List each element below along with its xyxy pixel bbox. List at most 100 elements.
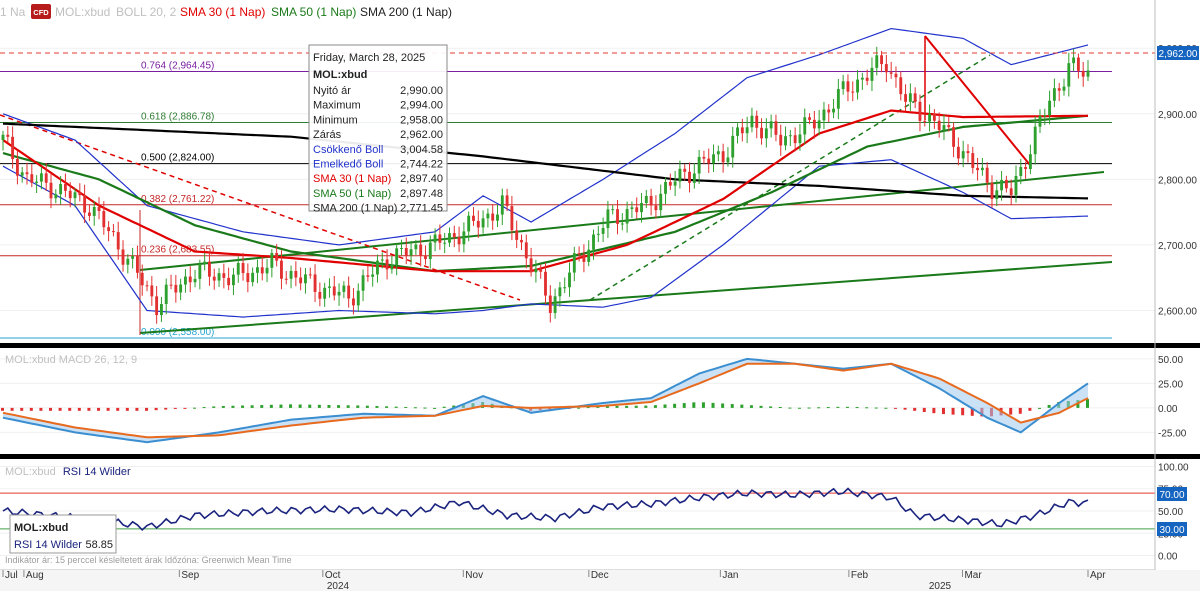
macd-hist-bar <box>260 405 264 408</box>
macd-hist-bar <box>125 407 129 411</box>
candle-body <box>188 276 192 283</box>
candle-body <box>169 284 173 286</box>
candle-body <box>1 134 5 141</box>
candle-body <box>83 195 87 213</box>
candle-body <box>1048 100 1052 116</box>
candle-body <box>606 209 610 229</box>
year-label-2024: 2024 <box>327 581 350 591</box>
candle-body <box>596 233 600 235</box>
macd-hist-bar <box>596 406 600 408</box>
fib-label: 0.236 (2,683.55) <box>141 245 214 256</box>
header-sma50-label[interactable]: SMA 50 (1 Nap) <box>271 5 356 19</box>
macd-hist-bar <box>375 406 379 408</box>
macd-hist-bar <box>1086 399 1089 408</box>
up-trendline-dashed[interactable] <box>589 54 991 301</box>
macd-tick-label: 0.00 <box>1158 404 1178 415</box>
support-trendline[interactable] <box>139 261 1113 334</box>
tooltip-row-label: SMA 200 (1 Nap) <box>313 203 397 215</box>
macd-hist-bar <box>231 405 235 408</box>
candle-body <box>131 256 135 259</box>
candle-body <box>347 285 351 299</box>
tooltip-symbol: MOL:xbud <box>313 69 367 81</box>
candle-body <box>404 247 408 256</box>
last-price-badge-text: 2,962.00 <box>1159 49 1198 60</box>
candle-body <box>539 268 543 272</box>
candle-body <box>193 278 197 283</box>
macd-hist-bar <box>874 407 878 409</box>
price-panel[interactable]: 0.764 (2,964.45) 0.618 (2,886.78) 0.500 (2… <box>0 0 1155 343</box>
candle-body <box>1014 175 1018 196</box>
candle-body <box>774 121 778 135</box>
candle-body <box>159 304 163 316</box>
candle-body <box>361 275 365 291</box>
macd-hist-bar <box>922 407 926 412</box>
rsi-line <box>2 487 1089 532</box>
month-label: Mar <box>964 570 982 581</box>
candle-body <box>222 273 226 278</box>
candle-body <box>865 77 869 81</box>
candle-body <box>697 156 701 174</box>
candle-body <box>884 64 888 73</box>
candle-body <box>889 72 893 74</box>
macd-hist-bar <box>49 407 53 411</box>
candle-body <box>371 274 375 277</box>
macd-hist-bar <box>807 407 811 409</box>
candle-body <box>894 73 898 78</box>
candle-body <box>150 285 154 297</box>
rsi-bands <box>0 492 1155 530</box>
candle-body <box>275 252 279 261</box>
candle-body <box>145 285 149 287</box>
candle-body <box>966 151 970 154</box>
candle-body <box>390 264 394 270</box>
macd-panel[interactable]: MOL:xbud MACD 26, 12, 9 <box>0 354 1155 444</box>
candle-body <box>625 208 629 224</box>
candle-body <box>491 213 495 221</box>
macd-hist-bar <box>711 402 715 408</box>
tooltip-row-value: 2,771.45 <box>400 203 443 215</box>
header-symbol[interactable]: MOL:xbud <box>55 5 110 19</box>
candle-body <box>908 93 912 102</box>
candle-body <box>683 168 687 172</box>
candle-body <box>179 284 183 293</box>
red-triangle-trendline[interactable] <box>924 35 1031 166</box>
macd-hist-bar <box>154 407 158 411</box>
down-trendline-dashed[interactable] <box>0 114 521 301</box>
candle-body <box>352 298 355 306</box>
macd-hist-bar <box>164 407 168 410</box>
time-axis[interactable]: Jul Aug Sep Oct Nov Dec Jan Feb Mar Apr 2024 2025 <box>0 569 1200 592</box>
macd-hist-bar <box>913 407 917 411</box>
candle-body <box>918 101 922 121</box>
header-sma30-label[interactable]: SMA 30 (1 Nap) <box>180 5 265 19</box>
cfd-badge-text: CFD <box>33 8 49 17</box>
candle-body <box>135 256 139 273</box>
panel-separator-2[interactable] <box>0 454 1200 459</box>
macd-hist-bar <box>317 404 321 408</box>
bollinger-bands <box>2 27 1089 318</box>
rsi-legend-value: 58.85 <box>85 539 113 551</box>
macd-hist-bar <box>58 407 62 411</box>
header-boll-label[interactable]: BOLL 20, 2 <box>116 5 177 19</box>
candle-body <box>39 173 43 182</box>
macd-axis-ticks: 50.00 25.00 0.00 -25.00 <box>1158 355 1187 440</box>
rsi-panel-symbol: MOL:xbud <box>5 466 56 478</box>
macd-hist-bar <box>577 407 581 409</box>
rsi-panel[interactable]: MOL:xbud RSI 14 Wilder <box>0 465 1155 557</box>
panel-separator-1[interactable] <box>0 343 1200 348</box>
candle-body <box>577 253 581 255</box>
candle-body <box>649 195 653 206</box>
candle-body <box>380 259 384 261</box>
tooltip-row-label: Nyitó ár <box>313 85 351 97</box>
tooltip-row-value: 2,962.00 <box>400 129 443 141</box>
right-price-axis[interactable]: 2,600.002,700.002,800.002,900.003,000.00… <box>1154 0 1199 570</box>
candle-body <box>212 276 216 281</box>
candle-body <box>558 287 562 297</box>
macd-hist-bar <box>173 407 177 409</box>
header-sma200-label[interactable]: SMA 200 (1 Nap) <box>360 5 452 19</box>
candle-body <box>1052 88 1056 101</box>
macd-hist-bar <box>644 405 648 408</box>
macd-hist-bar <box>433 407 437 409</box>
tooltip-row-label: SMA 30 (1 Nap) <box>313 173 391 185</box>
candle-body <box>952 127 956 147</box>
candle-body <box>337 291 341 296</box>
